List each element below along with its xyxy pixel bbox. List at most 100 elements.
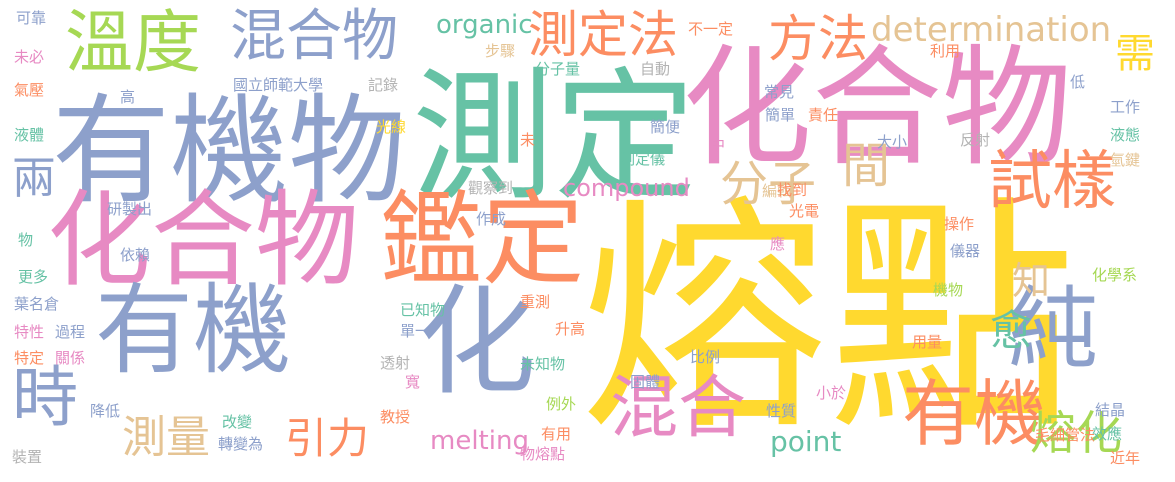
cloud-word-term-49: 依賴 [120,246,151,264]
cloud-word-term-0: 熔點 [580,176,1076,464]
cloud-word-term-53: 單一 [400,322,431,340]
cloud-word-term-42: 關係 [55,349,86,367]
cloud-word-term-97: 結晶 [1095,401,1126,419]
cloud-word-term-63: 固體 [630,373,661,391]
cloud-word-term-96: 毛細管法 [1035,426,1096,444]
cloud-word-term-72: 測定儀 [620,150,666,168]
cloud-word-term-82: 責任 [808,106,839,124]
cloud-word-term-37: 更多 [18,268,49,286]
cloud-word-term-92: 機物 [933,281,964,299]
cloud-word-point-30: point [770,425,842,458]
cloud-word-term-89: 儀器 [950,242,981,260]
cloud-word-term-15: 測定法 [528,6,678,64]
cloud-word-term-19: 愈 [990,306,1033,355]
cloud-word-term-55: 重測 [520,293,551,311]
cloud-word-term-93: 用量 [912,333,943,351]
cloud-word-term-90: 應 [770,235,786,253]
cloud-word-term-94: 小於 [816,384,847,402]
cloud-word-term-88: 操作 [944,215,975,233]
cloud-word-term-12: 有機 [902,372,1047,456]
cloud-word-term-46: 國立師範大學 [233,76,324,94]
cloud-word-term-40: 過程 [55,323,86,341]
cloud-word-term-23: 熔化 [1030,406,1122,460]
cloud-word-term-8: 溫度 [65,4,202,83]
cloud-word-term-98: 效應 [1092,425,1123,443]
cloud-word-term-60: 有用 [541,425,572,443]
cloud-word-term-61: 物熔點 [520,445,566,463]
cloud-word-term-84: 反射 [960,131,991,149]
cloud-word-term-44: 裝置 [12,448,43,466]
cloud-word-term-76: 光電 [789,202,820,220]
cloud-word-term-36: 物 [18,231,34,249]
cloud-word-term-20: 兩 [12,153,56,204]
cloud-word-term-50: 改變 [222,413,253,431]
cloud-word-term-13: 混合 [610,369,747,448]
cloud-word-term-54: 已知物 [400,301,446,319]
cloud-word-term-80: 低 [1070,73,1086,91]
cloud-word-term-69: 未 [520,131,536,149]
cloud-word-term-38: 葉名倉 [14,295,60,313]
cloud-word-term-10: 試樣 [988,145,1116,219]
cloud-word-term-25: 知 [1012,259,1051,303]
cloud-word-term-85: 工作 [1110,98,1141,116]
cloud-word-term-4: 化合物 [47,179,360,301]
cloud-word-determination-26: determination [871,10,1112,50]
cloud-word-term-1: 測定 [412,55,696,220]
cloud-word-term-65: 步驟 [485,42,516,60]
cloud-word-term-52: 透射 [380,354,411,372]
cloud-word-term-18: 間 [842,138,891,194]
cloud-word-term-62: 例外 [546,395,577,413]
cloud-word-term-5: 有機 [95,274,292,388]
cloud-word-term-75: 編輯 [762,182,793,200]
cloud-word-term-16: 方法 [768,10,868,68]
cloud-word-term-32: 未必 [14,48,45,66]
cloud-word-term-35: 研製出 [107,200,153,218]
cloud-word-term-59: 未知物 [520,355,566,373]
cloud-word-term-58: 教授 [380,408,411,426]
cloud-word-term-83: 大小 [877,133,908,151]
cloud-word-term-14: 時 [12,359,78,436]
cloud-word-term-70: 簡便 [650,118,681,136]
cloud-word-term-17: 分子 [720,156,817,212]
cloud-word-term-41: 特定 [14,349,45,367]
cloud-word-term-68: 不一定 [688,20,734,38]
cloud-word-term-57: 寬 [405,373,421,391]
cloud-word-compound-28: compound [563,174,690,202]
cloud-word-term-48: 光線 [376,118,407,136]
cloud-word-term-71: 中 [710,136,726,154]
cloud-word-organic-27: organic [436,10,533,40]
cloud-word-term-6: 鑑定 [380,181,584,300]
cloud-word-term-91: 化學系 [1092,266,1138,284]
cloud-word-term-21: 引力 [285,414,370,463]
cloud-word-term-79: 常見 [764,83,795,101]
cloud-word-term-67: 自動 [640,60,671,78]
cloud-word-term-31: 可靠 [16,9,47,27]
cloud-word-term-81: 簡單 [765,106,796,124]
cloud-word-term-11: 純 [1008,277,1098,382]
cloud-word-term-22: 測量 [122,412,210,463]
cloud-word-term-39: 特性 [14,323,45,341]
cloud-word-term-24: 需 [1115,31,1155,77]
cloud-word-term-56: 升高 [555,320,586,338]
cloud-word-melting-29: melting [430,426,529,456]
cloud-word-term-2: 化合物 [682,32,1073,184]
cloud-word-term-43: 降低 [90,402,121,420]
cloud-word-term-73: 觀察到 [468,179,514,197]
cloud-word-term-7: 化 [418,273,537,411]
cloud-word-term-64: 比例 [690,348,721,366]
cloud-word-term-95: 性質 [766,402,797,420]
cloud-word-term-3: 有機物 [52,82,407,220]
cloud-word-term-66: 分子量 [535,60,581,78]
cloud-word-term-33: 氣壓 [14,81,45,99]
cloud-word-term-47: 記錄 [368,76,399,94]
cloud-word-term-77: 找到 [777,181,808,199]
cloud-word-term-86: 液態 [1110,126,1141,144]
cloud-word-term-87: 氫鍵 [1110,151,1141,169]
cloud-word-term-34: 液體 [14,126,45,144]
cloud-word-term-99: 近年 [1110,449,1141,467]
cloud-word-term-78: 利用 [930,42,961,60]
cloud-word-term-9: 混合物 [230,4,398,69]
cloud-word-term-45: 高 [120,88,136,106]
cloud-word-term-51: 轉變為 [218,435,264,453]
